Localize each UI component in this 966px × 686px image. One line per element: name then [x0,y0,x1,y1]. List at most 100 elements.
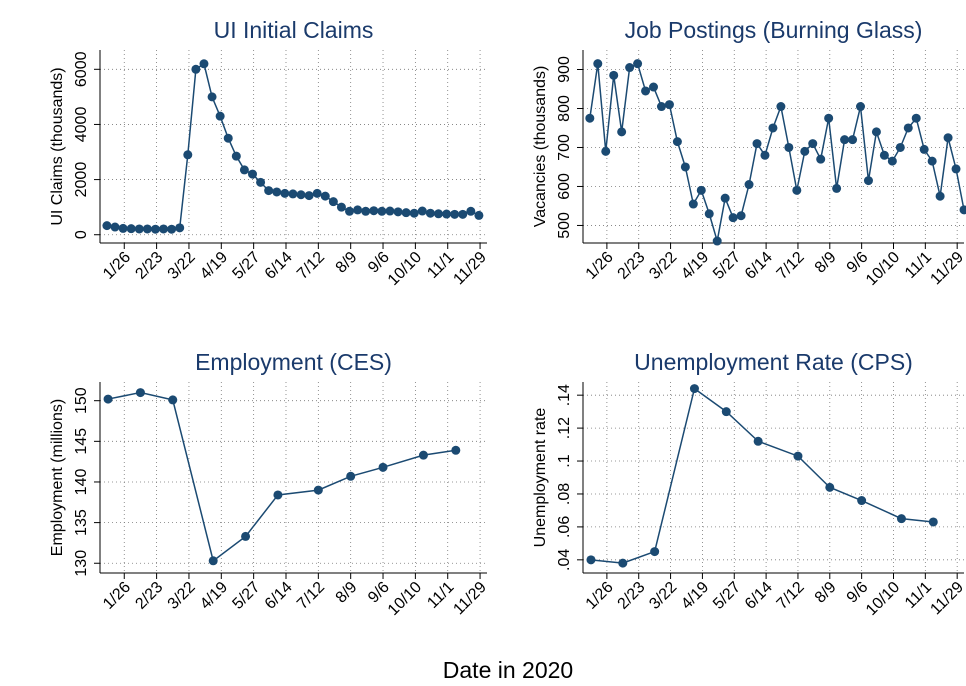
x-tick-label: 2/23 [614,249,648,283]
point [887,156,897,166]
x-tick-label: 6/14 [262,579,296,613]
point [207,92,217,102]
y-axis-title: UI Claims (thousands) [49,67,66,225]
point [840,135,850,145]
x-tick-label: 5/27 [229,249,263,283]
point [664,100,674,110]
y-tick-label: 4000 [73,107,90,143]
point [409,208,419,218]
point [264,186,274,196]
point [231,151,241,161]
point [345,206,355,216]
x-tick-label: 10/10 [863,579,903,619]
series-line [107,391,456,563]
point [895,142,905,152]
x-tick-label: 1/26 [100,579,134,613]
point [808,139,818,149]
y-tick-label: 135 [73,509,90,536]
point [680,162,690,172]
point [593,59,603,69]
y-tick-label: 800 [556,95,573,122]
x-tick-label: 1/26 [100,249,134,283]
point [760,150,770,160]
point [601,146,611,156]
y-tick-label: 900 [556,56,573,83]
point [110,222,120,232]
point [641,86,651,96]
point [672,137,682,147]
point [102,221,112,231]
y-tick-label: 6000 [73,51,90,87]
point [625,63,635,73]
x-tick-label: 8/9 [333,579,361,607]
x-tick-label: 8/9 [812,579,840,607]
y-tick-label: .08 [556,483,573,505]
point [879,150,889,160]
point [871,127,881,137]
point [103,394,113,404]
point [832,183,842,193]
point [191,64,201,74]
point [633,59,643,69]
point [241,531,251,541]
point [863,176,873,186]
x-tick-label: 4/19 [678,579,712,613]
chart-title: Job Postings (Burning Glass) [625,17,923,43]
point [247,169,257,179]
y-axis-title: Vacancies (thousands) [532,66,549,228]
point [336,202,346,212]
point [385,206,395,216]
point [848,135,858,145]
point [793,451,803,461]
x-tick-label: 5/27 [710,579,744,613]
point [857,496,867,506]
point [712,236,722,246]
point [856,102,866,112]
x-tick-label: 6/14 [742,579,776,613]
point [135,388,145,398]
point [150,224,160,234]
x-tick-label: 7/12 [294,249,328,283]
point [744,180,754,190]
point [208,556,218,566]
point [417,206,427,216]
point [752,139,762,149]
point [585,113,595,123]
point [168,395,178,405]
x-tick-label: 5/27 [229,579,263,613]
point [272,187,282,197]
y-tick-label: 500 [556,212,573,239]
point [792,185,802,195]
point [753,436,763,446]
point [728,213,738,223]
point [328,197,338,207]
point [401,208,411,218]
point [824,113,834,123]
y-tick-label: .06 [556,516,573,538]
x-tick-label: 4/19 [197,579,231,613]
point [167,224,177,234]
point [118,223,128,233]
x-tick-label: 7/12 [294,579,328,613]
point [688,199,698,209]
point [450,209,460,219]
point [159,224,169,234]
point [784,142,794,152]
point [353,205,363,215]
x-tick-label: 3/22 [165,579,199,613]
point [650,547,660,557]
x-tick-label: 3/22 [646,579,680,613]
x-tick-label: 7/12 [774,249,808,283]
point [617,127,627,137]
point [377,206,387,216]
point [935,191,945,201]
point [142,224,152,234]
point [451,445,461,455]
point [736,211,746,221]
x-tick-label: 8/9 [333,249,361,277]
x-tick-label: 11/29 [450,249,490,289]
series-line [590,387,934,564]
point [378,462,388,472]
point [126,224,136,234]
